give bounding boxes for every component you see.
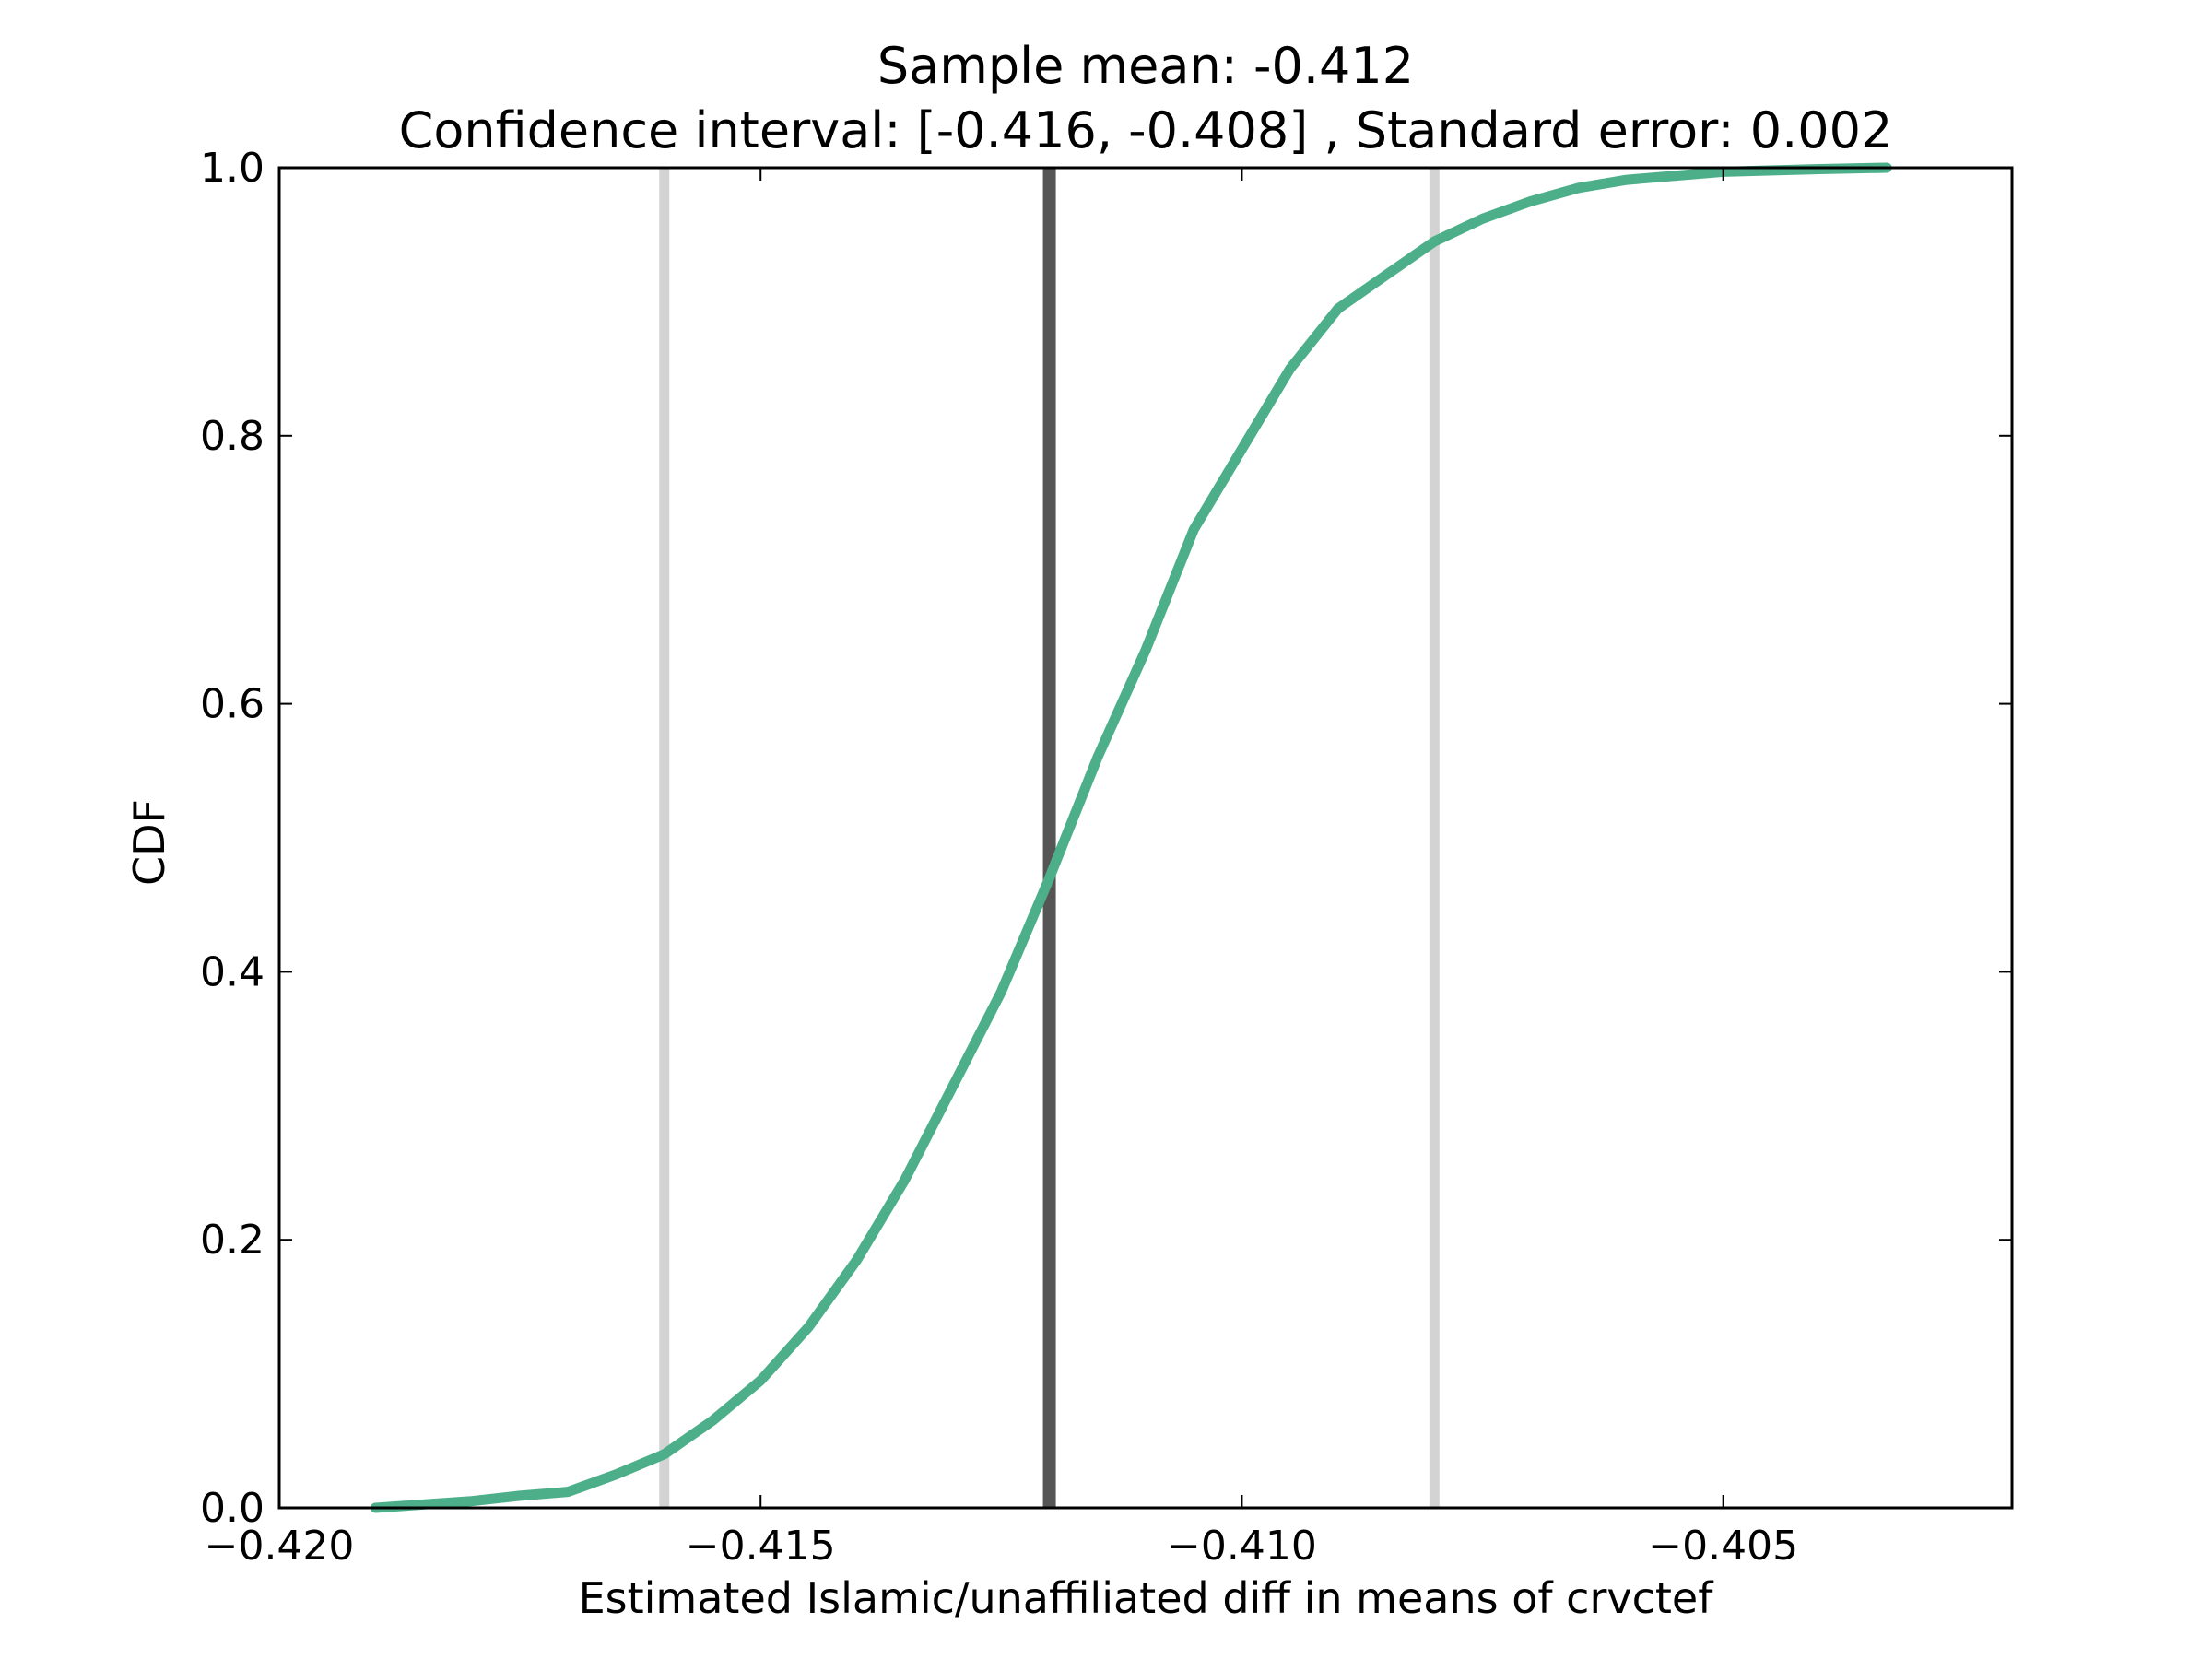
y-axis: 0.0 0.2 0.4 0.6 0.8 1.0 <box>200 145 2012 1532</box>
x-axis-label: Estimated Islamic/unaffiliated diff in m… <box>579 1573 1715 1623</box>
y-tick-label: 0.4 <box>200 948 265 995</box>
chart-title-line1: Sample mean: -0.412 <box>877 37 1414 95</box>
x-axis: −0.420 −0.415 −0.410 −0.405 <box>205 168 1798 1570</box>
reference-lines <box>659 168 1440 1508</box>
chart-title-line2: Confidence interval: [-0.416, -0.408] , … <box>399 101 1893 159</box>
plot-frame <box>277 166 2014 1510</box>
y-tick-label: 0.2 <box>200 1217 265 1264</box>
y-tick-label: 0.6 <box>200 681 265 728</box>
y-tick-label: 1.0 <box>200 145 265 192</box>
x-tick-label: −0.415 <box>686 1523 836 1570</box>
y-tick-label: 0.0 <box>200 1485 265 1532</box>
x-tick-label: −0.410 <box>1167 1523 1317 1570</box>
y-axis-label: CDF <box>124 799 174 886</box>
cdf-line <box>370 162 1892 1513</box>
y-tick-label: 0.8 <box>200 413 265 460</box>
x-tick-label: −0.420 <box>205 1523 355 1570</box>
cdf-series <box>370 162 1892 1513</box>
x-tick-label: −0.405 <box>1648 1523 1798 1570</box>
